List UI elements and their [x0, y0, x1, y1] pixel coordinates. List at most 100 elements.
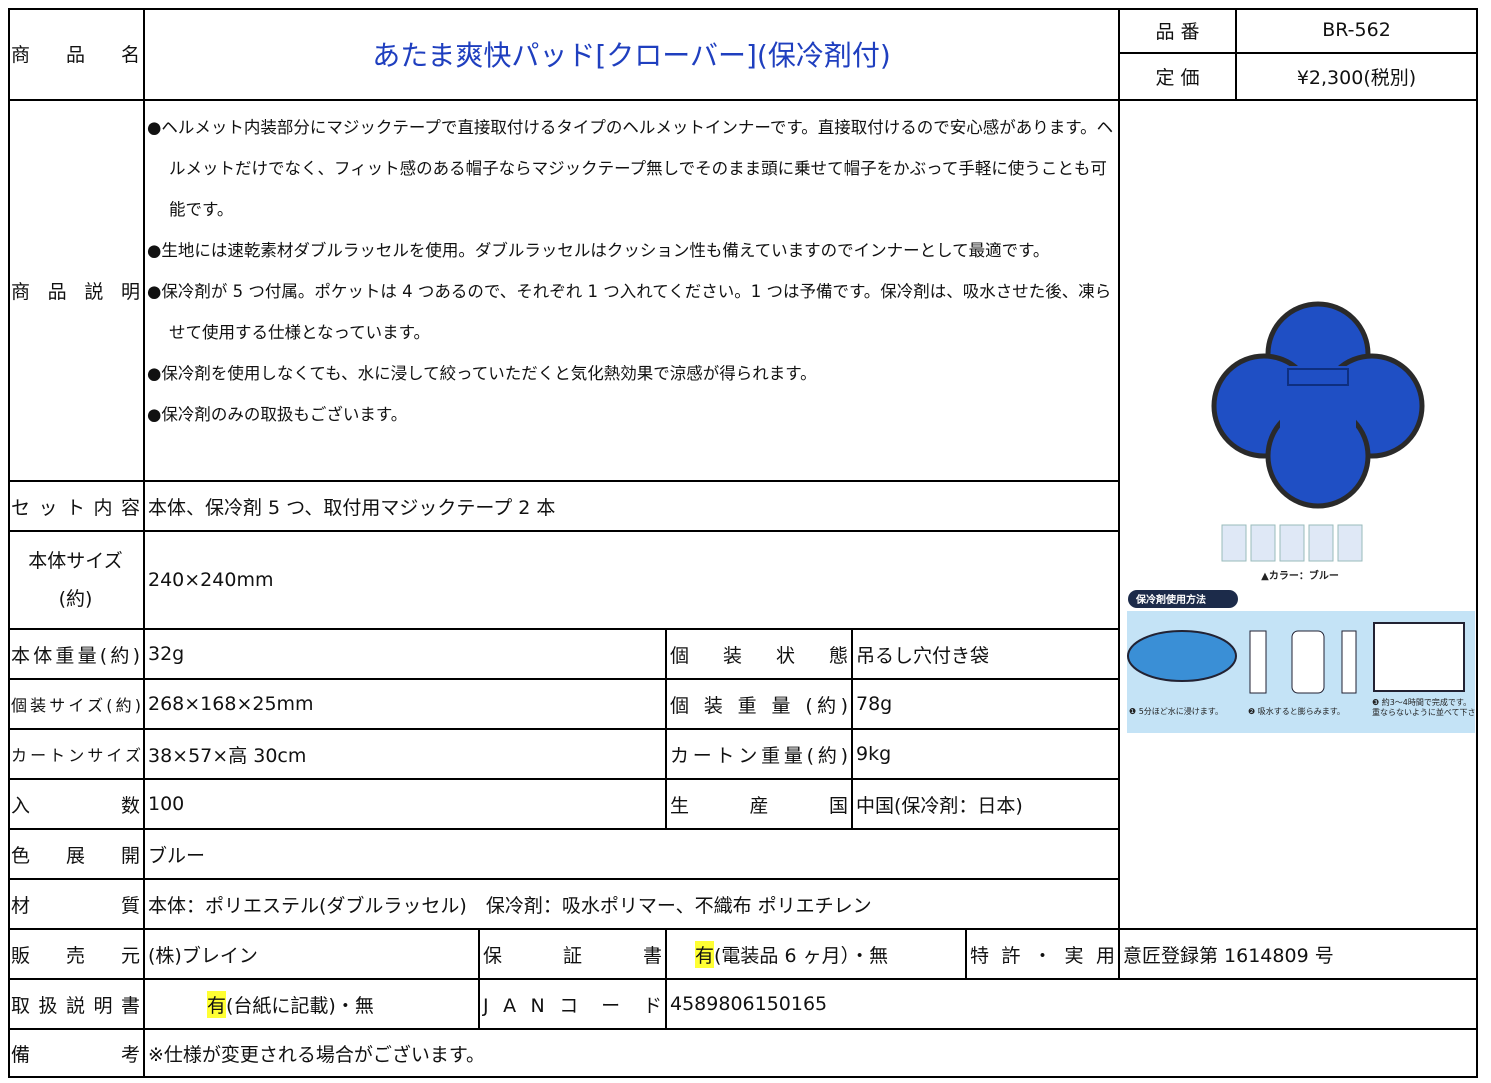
value-text: ※仕様が変更される場合がございます。: [148, 1043, 486, 1066]
value-text: 意匠登録第 1614809 号: [1123, 944, 1334, 967]
value-text: 9kg: [856, 743, 892, 765]
label-text: 個 装 重 量 (約): [670, 694, 848, 717]
value-cell: 定 価: [1120, 54, 1237, 101]
label-cell: カートンサイズ: [8, 730, 145, 780]
label-text: 特 許 ・ 実 用: [970, 944, 1115, 967]
label-cell: 個 装 状 態: [667, 630, 853, 680]
value-cell: 78g: [853, 680, 1120, 730]
label-cell: 取扱説明書: [8, 980, 145, 1030]
value-cell: ※仕様が変更される場合がございます。: [145, 1030, 1478, 1078]
packets: [1221, 524, 1363, 562]
image-text: 保冷剤使用方法: [1135, 593, 1206, 606]
product-title: あたま爽快パッド[クローバー](保冷剤付): [372, 38, 891, 72]
value-text: 中国(保冷剤：日本): [856, 794, 1023, 817]
highlight: 有: [695, 940, 715, 968]
description-cell: ●ヘルメット内装部分にマジックテープで直接取付けるタイプのヘルメットインナーです…: [145, 101, 1120, 482]
value-cell: 意匠登録第 1614809 号: [1120, 930, 1478, 980]
value-text: 268×168×25mm: [148, 693, 314, 715]
clover: [1211, 301, 1425, 509]
value-text: ¥2,300(税別): [1296, 67, 1417, 89]
value-text: 38×57×高 30cm: [148, 744, 307, 767]
description-item: ●保冷剤を使用しなくても、水に浸して絞っていただくと気化熱効果で涼感が得られます…: [147, 364, 817, 383]
label-cell: 入 数: [8, 780, 145, 830]
label-text: 色 展 開: [11, 844, 140, 867]
label-cell: 特 許 ・ 実 用: [967, 930, 1120, 980]
value-text: 本体：ポリエステル(ダブルラッセル) 保冷剤：吸水ポリマー、不織布 ポリエチレン: [148, 894, 872, 917]
label-cell: セット内容: [8, 482, 145, 532]
value-text: 240×240mm: [148, 569, 274, 591]
image-text: ▲カラー：ブルー: [1261, 569, 1339, 582]
description-item: ●保冷剤のみの取扱もございます。: [147, 405, 408, 424]
value-text: 32g: [148, 643, 185, 665]
highlight: 有: [207, 990, 227, 1018]
value-cell: 268×168×25mm: [145, 680, 667, 730]
label-cell: 色 展 開: [8, 830, 145, 880]
label-text: 入 数: [11, 794, 140, 817]
value-text: 78g: [856, 693, 893, 715]
label-text: 個装サイズ(約): [11, 696, 141, 715]
value-text: 品 番: [1155, 20, 1200, 43]
value-cell: 有 (台紙に記載)・無: [145, 980, 480, 1030]
value-cell: 9kg: [853, 730, 1120, 780]
label-text: 保 証 書: [483, 944, 662, 967]
value-cell: 4589806150165: [667, 980, 1478, 1030]
label-cell: 備 考: [8, 1030, 145, 1078]
value-cell: BR-562: [1237, 8, 1478, 54]
label-text: J A N コ ー ド: [483, 994, 662, 1017]
value-text: 4589806150165: [670, 993, 828, 1015]
value-cell: 本体：ポリエステル(ダブルラッセル) 保冷剤：吸水ポリマー、不織布 ポリエチレン: [145, 880, 1120, 930]
value-cell: 中国(保冷剤：日本): [853, 780, 1120, 830]
value-text: 本体、保冷剤 5 つ、取付用マジックテープ 2 本: [148, 496, 556, 519]
label-text: カートンサイズ: [11, 746, 141, 765]
value-cell: 100: [145, 780, 667, 830]
value-text: 定 価: [1155, 67, 1200, 89]
value-text: (電装品 6 ヶ月）・無: [714, 944, 889, 967]
label-cell: 商 品 名: [8, 8, 145, 101]
value-cell: (株)ブレイン: [145, 930, 480, 980]
label-cell: 個装サイズ(約): [8, 680, 145, 730]
title-cell: あたま爽快パッド[クローバー](保冷剤付): [145, 8, 1120, 101]
label-text: 商 品 説 明: [11, 281, 140, 303]
value-cell: ブルー: [145, 830, 1120, 880]
label-text: 材 質: [11, 894, 140, 917]
label-text: 生 産 国: [670, 794, 848, 817]
image-text: 重ならないように並べて下さい。: [1372, 707, 1476, 717]
label-text: 取扱説明書: [11, 994, 140, 1017]
label-text: 商 品 名: [11, 44, 140, 66]
label-cell: 生 産 国: [667, 780, 853, 830]
image-text: ❷ 吸水すると膨らみます。: [1248, 706, 1345, 716]
value-cell: 240×240mm: [145, 532, 1120, 630]
value-cell: ¥2,300(税別): [1237, 54, 1478, 101]
label-cell: J A N コ ー ド: [480, 980, 667, 1030]
label-cell: 商 品 説 明: [8, 101, 145, 482]
label-text: カートン重量(約): [670, 744, 848, 767]
image-cell: ▲カラー：ブルー保冷剤使用方法 ❶ 5分ほど水に浸けます。 ❷ 吸水すると膨らみます…: [1120, 101, 1478, 930]
value-cell: 本体、保冷剤 5 つ、取付用マジックテープ 2 本: [145, 482, 1120, 532]
label-cell: 材 質: [8, 880, 145, 930]
value-cell: 38×57×高 30cm: [145, 730, 667, 780]
image-text: ❶ 5分ほど水に浸けます。: [1129, 706, 1223, 716]
value-cell: 吊るし穴付き袋: [853, 630, 1120, 680]
label-text: 本体サイズ: [28, 550, 123, 572]
label-cell: 保 証 書: [480, 930, 667, 980]
description-item: ●ヘルメット内装部分にマジックテープで直接取付けるタイプのヘルメットインナーです…: [147, 118, 1114, 219]
description-item: ●生地には速乾素材ダブルラッセルを使用。ダブルラッセルはクッション性も備えていま…: [147, 241, 1050, 260]
label-text: 本体重量(約): [11, 644, 140, 667]
label-cell: 本体重量(約): [8, 630, 145, 680]
label-cell: 個 装 重 量 (約): [667, 680, 853, 730]
label-text: (約): [58, 588, 93, 610]
value-text: 100: [148, 793, 185, 815]
value-text: (株)ブレイン: [148, 944, 258, 967]
label-cell: カートン重量(約): [667, 730, 853, 780]
frame: [8, 8, 1478, 1078]
description-item: ●保冷剤が 5 つ付属。ポケットは 4 つあるので、それぞれ 1 つ入れてくださ…: [147, 282, 1112, 342]
value-cell: 32g: [145, 630, 667, 680]
value-text: 吊るし穴付き袋: [856, 644, 990, 667]
value-cell: 品 番: [1120, 8, 1237, 54]
value-text: (台紙に記載)・無: [226, 994, 374, 1017]
value-text: BR-562: [1322, 19, 1391, 41]
value-cell: 有 (電装品 6 ヶ月）・無: [667, 930, 967, 980]
label-cell: 販 売 元: [8, 930, 145, 980]
